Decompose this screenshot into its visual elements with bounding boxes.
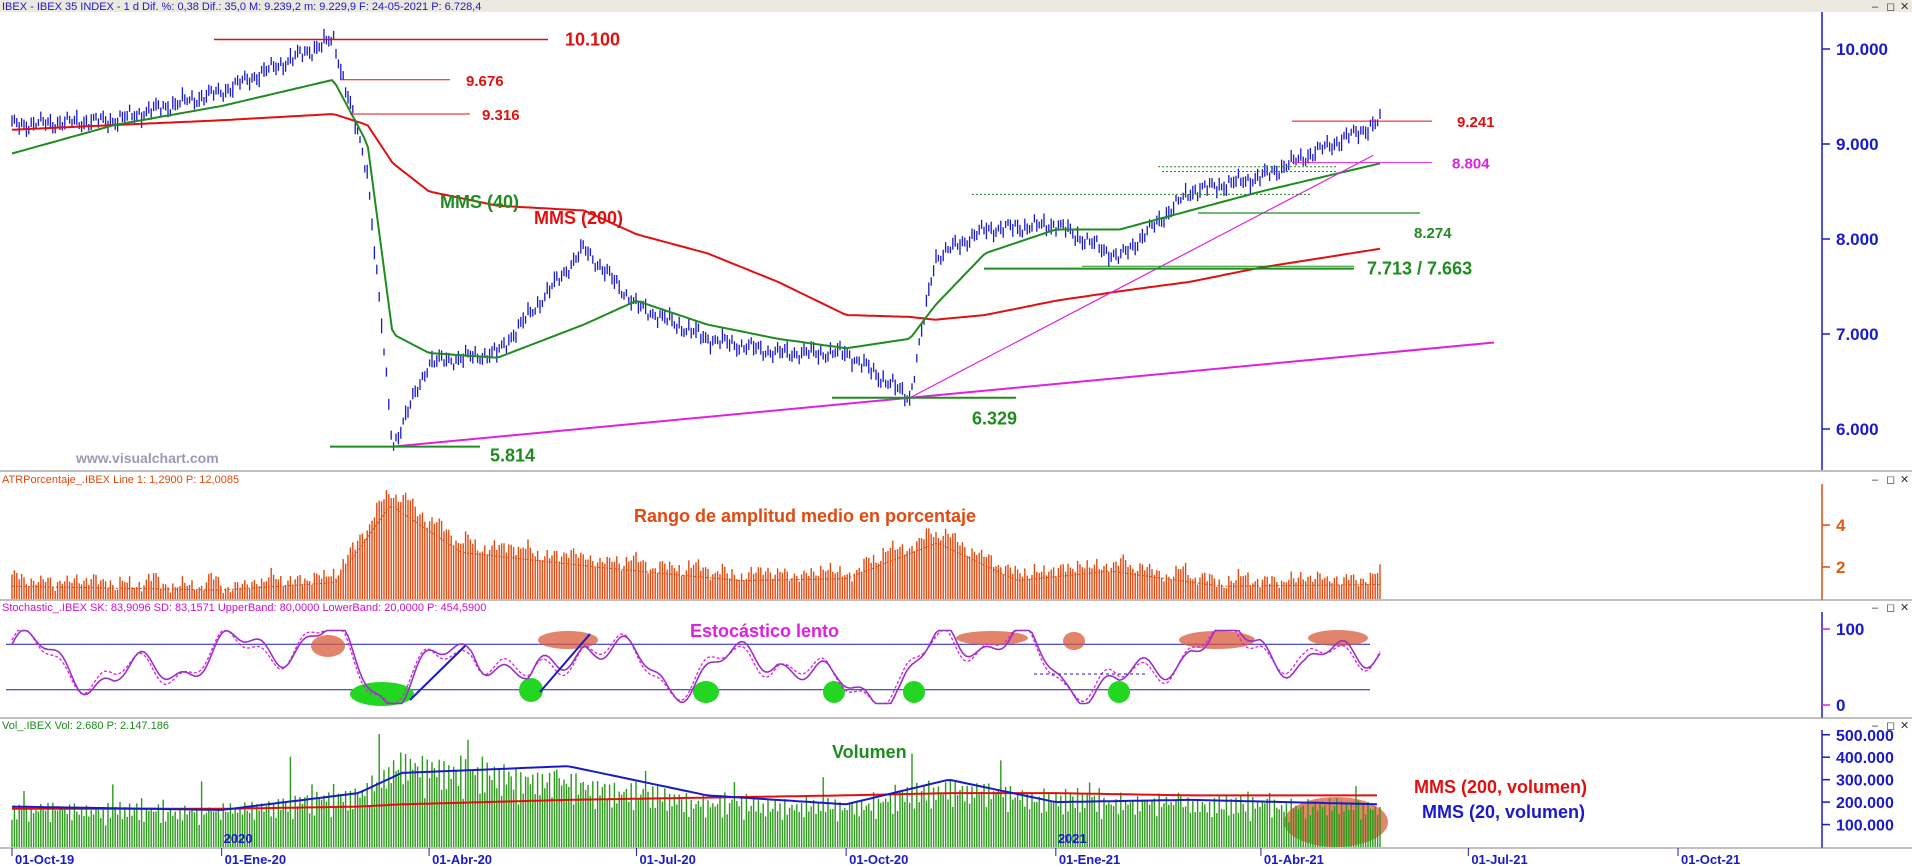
atr-restore-button[interactable]: ◻ — [1886, 474, 1895, 486]
overbought-highlight — [538, 631, 598, 649]
stoch-close-button[interactable]: ✕ — [1900, 602, 1909, 614]
level-label: 5.814 — [490, 446, 535, 466]
atr-panel: 42 — [11, 490, 1846, 599]
short-trend-line — [909, 154, 1374, 399]
date-label: 01-Oct-20 — [849, 852, 908, 867]
overbought-highlight — [311, 635, 345, 657]
atr-close-button[interactable]: ✕ — [1900, 474, 1909, 486]
atr-minimize-button[interactable]: – — [1872, 474, 1879, 486]
date-axis: 01-Oct-19 01-Ene-20 01-Abr-20 01-Jul-20 01-O… — [11, 831, 1740, 867]
volume-panel: 500.000 400.000 300.000 200.000 100.000 — [11, 728, 1894, 847]
divergence-line — [539, 633, 591, 693]
overbought-highlight — [1063, 632, 1085, 650]
mms200-line — [11, 113, 1381, 321]
mms200-annotation: MMS (200) — [534, 208, 623, 228]
year-label: 2021 — [1058, 831, 1087, 846]
level-label: 9.241 — [1457, 114, 1495, 131]
overbought-highlight — [1308, 630, 1368, 646]
vol-mms20-label: MMS (20, volumen) — [1422, 802, 1585, 822]
header-bar — [0, 0, 1912, 12]
atr-axis-label: 2 — [1836, 558, 1845, 577]
price-axis-label: 7.000 — [1836, 325, 1879, 344]
date-label: 01-Jul-20 — [639, 852, 695, 867]
atr-bars — [11, 490, 1381, 599]
oversold-highlight — [350, 682, 414, 706]
stoch-restore-button[interactable]: ◻ — [1886, 602, 1895, 614]
stoch-sd-line — [11, 629, 1381, 705]
overbought-highlight — [1179, 631, 1255, 649]
vol-mms200-label: MMS (200, volumen) — [1414, 777, 1587, 797]
level-label: 9.676 — [466, 73, 504, 90]
level-label: 9.316 — [482, 107, 520, 124]
level-label: 8.804 — [1452, 156, 1490, 173]
price-axis-label: 10.000 — [1836, 40, 1888, 59]
oversold-highlight — [903, 681, 925, 703]
date-label: 01-Ene-21 — [1059, 852, 1120, 867]
atr-title: Rango de amplitud medio en porcentaje — [634, 506, 976, 526]
mms40-line — [11, 78, 1381, 359]
vol-axis-label: 100.000 — [1836, 818, 1894, 835]
atr-header: ATRPorcentaje_.IBEX Line 1: 1,2900 P: 12… — [2, 474, 239, 486]
vol-axis-label: 300.000 — [1836, 773, 1894, 790]
divergence-line — [409, 645, 466, 701]
level-label: 8.274 — [1414, 225, 1452, 242]
restore-button[interactable]: ◻ — [1886, 1, 1895, 13]
price-axis-label: 8.000 — [1836, 230, 1879, 249]
price-panel: 10.000 9.000 8.000 7.000 6.000 10.100 9.676 9.3… — [11, 28, 1888, 466]
volume-title: Volumen — [832, 742, 907, 762]
vol-axis-label: 400.000 — [1836, 750, 1894, 767]
stoch-minimize-button[interactable]: – — [1872, 602, 1879, 614]
vol-axis-label: 200.000 — [1836, 795, 1894, 812]
minimize-button[interactable]: – — [1872, 1, 1879, 13]
date-label: 01-Abr-21 — [1264, 852, 1324, 867]
stoch-title: Estocástico lento — [690, 621, 839, 641]
close-button[interactable]: ✕ — [1900, 1, 1909, 13]
long-trend-line — [392, 341, 1495, 448]
stoch-sk-line — [11, 629, 1381, 705]
vol-minimize-button[interactable]: – — [1872, 720, 1879, 732]
oversold-highlight — [519, 678, 543, 702]
date-label: 01-Ene-20 — [225, 852, 286, 867]
watermark: www.visualchart.com — [75, 450, 219, 466]
level-label: 7.713 / 7.663 — [1367, 259, 1472, 279]
oversold-highlight — [823, 681, 845, 703]
stoch-axis-label: 0 — [1836, 696, 1845, 715]
atr-axis-label: 4 — [1836, 516, 1846, 535]
volume-bars — [11, 734, 1381, 847]
header-title: IBEX - IBEX 35 INDEX - 1 d Dif. %: 0,38 … — [2, 1, 481, 13]
price-axis-label: 6.000 — [1836, 420, 1879, 439]
vol-mms20-line — [11, 765, 1378, 811]
vol-header: Vol_.IBEX Vol: 2.680 P: 2.147.186 — [2, 720, 169, 732]
level-label: 6.329 — [972, 409, 1017, 429]
oversold-highlight — [693, 681, 719, 703]
date-label: 01-Oct-21 — [1681, 852, 1740, 867]
vol-restore-button[interactable]: ◻ — [1886, 720, 1895, 732]
panel-frames — [0, 12, 1912, 849]
vol-close-button[interactable]: ✕ — [1900, 720, 1909, 732]
date-label: 01-Abr-20 — [432, 852, 492, 867]
stochastic-panel: 100 0 — [6, 620, 1864, 715]
stoch-header: Stochastic_.IBEX SK: 83,9096 SD: 83,1571… — [2, 602, 486, 614]
oversold-highlight — [1108, 681, 1130, 703]
price-axis-label: 9.000 — [1836, 135, 1879, 154]
mms40-annotation: MMS (40) — [440, 192, 519, 212]
date-label: 01-Jul-21 — [1471, 852, 1527, 867]
stoch-axis-label: 100 — [1836, 620, 1864, 639]
year-label: 2020 — [224, 831, 253, 846]
atr-average-line — [11, 505, 1380, 591]
vol-axis-label: 500.000 — [1836, 728, 1894, 745]
level-label: 10.100 — [565, 30, 620, 50]
overbought-highlight — [956, 631, 1028, 645]
price-bars — [11, 28, 1381, 451]
date-label: 01-Oct-19 — [15, 852, 74, 867]
